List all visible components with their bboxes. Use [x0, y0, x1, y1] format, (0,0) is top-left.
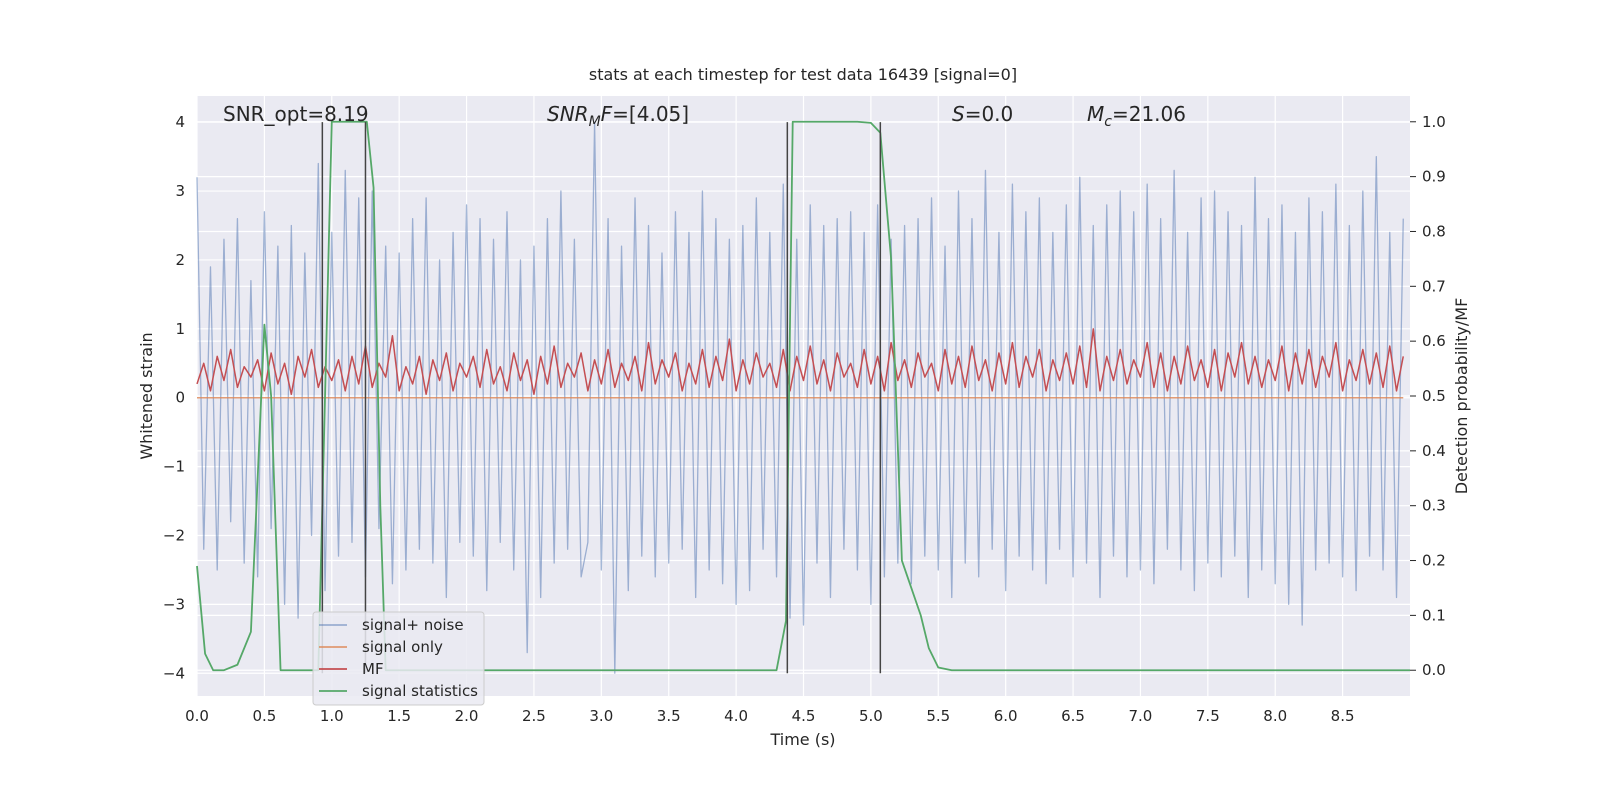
legend-label: signal statistics	[362, 682, 478, 700]
x-tick-label: 3.0	[589, 707, 613, 725]
y2-tick-label: 0.5	[1422, 387, 1446, 405]
y2-tick-label: 0.3	[1422, 497, 1446, 515]
annotation-part: F	[601, 102, 613, 126]
legend-label: signal+ noise	[362, 616, 464, 634]
annotation-part: =21.06	[1112, 102, 1186, 126]
x-tick-label: 8.0	[1263, 707, 1287, 725]
annotation-part: =0.0	[965, 102, 1014, 126]
legend-label: MF	[362, 660, 384, 678]
annotation: Mc=21.06	[1087, 102, 1186, 130]
y-tick-label: 1	[175, 320, 185, 338]
x-tick-label: 7.0	[1129, 707, 1153, 725]
x-tick-label: 4.5	[792, 707, 816, 725]
y-axis-label: Whitened strain	[137, 332, 156, 459]
x-tick-label: 0.5	[252, 707, 276, 725]
x-tick-label: 7.5	[1196, 707, 1220, 725]
x-tick-label: 1.0	[320, 707, 344, 725]
annotation-part: S	[952, 102, 965, 126]
y-tick-label: −2	[163, 526, 185, 544]
annotation: SNRMF=[4.05]	[547, 102, 689, 130]
x-tick-label: 0.0	[185, 707, 209, 725]
y-tick-label: 0	[175, 389, 185, 407]
y2-tick-label: 0.9	[1422, 168, 1446, 186]
y2-tick-label: 0.1	[1422, 606, 1446, 624]
x-tick-label: 2.0	[455, 707, 479, 725]
annotation-part: =[4.05]	[612, 102, 689, 126]
x-tick-label: 1.5	[387, 707, 411, 725]
series-line	[196, 120, 1410, 672]
y2-tick-label: 0.2	[1422, 552, 1446, 570]
legend-box	[312, 611, 485, 706]
x-tick-label: 4.0	[724, 707, 748, 725]
y2-tick-label: 0.0	[1422, 661, 1446, 679]
annotation: SNR_opt=8.19	[223, 102, 369, 126]
legend-label: signal only	[362, 638, 443, 656]
y2-tick-label: 1.0	[1422, 113, 1446, 131]
chart-title: stats at each timestep for test data 164…	[589, 65, 1017, 84]
y-tick-label: −3	[163, 595, 185, 613]
y2-axis-label: Detection probability/MF	[1452, 298, 1471, 495]
y2-tick-label: 0.7	[1422, 277, 1446, 295]
y-tick-label: 2	[175, 251, 185, 269]
annotation-part: M	[1087, 102, 1104, 126]
y-tick-label: −4	[163, 664, 185, 682]
annotation-part: c	[1104, 114, 1112, 130]
y2-tick-label: 0.8	[1422, 222, 1446, 240]
y-tick-label: −1	[163, 458, 185, 476]
x-tick-label: 6.5	[1061, 707, 1085, 725]
y2-tick-label: 0.6	[1422, 332, 1446, 350]
x-tick-label: 2.5	[522, 707, 546, 725]
series-line	[196, 121, 1404, 674]
annotation-part: SNR	[547, 102, 589, 126]
x-tick-label: 5.5	[926, 707, 950, 725]
annotation-part: M	[589, 114, 601, 130]
x-tick-label: 6.0	[994, 707, 1018, 725]
y-tick-label: 4	[175, 113, 185, 131]
x-tick-label: 3.5	[657, 707, 681, 725]
annotation: S=0.0	[952, 102, 1013, 126]
x-axis-label: Time (s)	[769, 730, 835, 749]
series-line	[196, 328, 1404, 396]
x-tick-label: 5.0	[859, 707, 883, 725]
y2-tick-label: 0.4	[1422, 442, 1446, 460]
annotation-part: SNR_opt=8.19	[223, 102, 369, 126]
x-tick-label: 8.5	[1331, 707, 1355, 725]
y-tick-label: 3	[175, 182, 185, 200]
